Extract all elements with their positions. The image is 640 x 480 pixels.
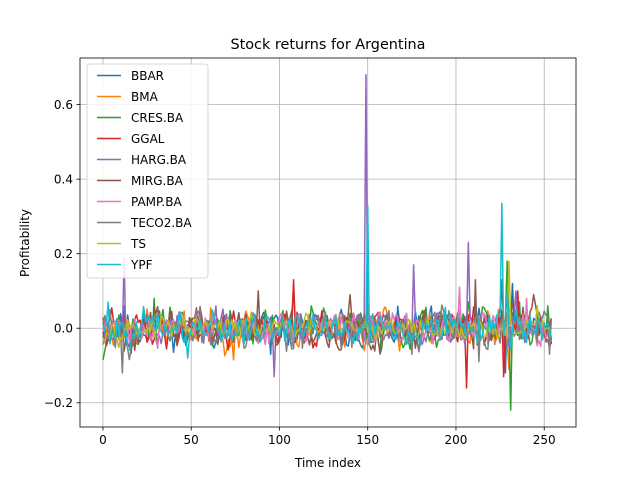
legend-label: YPF <box>130 258 153 272</box>
legend-items: BBAR BMA CRES.BA GGAL HARG.BA MIRG.BA PAMP.BA T… <box>97 69 192 272</box>
y-tick-label: 0.0 <box>54 322 73 336</box>
chart-title: Stock returns for Argentina <box>230 37 425 53</box>
legend-label: TECO2.BA <box>130 216 192 230</box>
legend: BBAR BMA CRES.BA GGAL HARG.BA MIRG.BA PAMP.BA T… <box>86 63 209 279</box>
y-axis-ticks: −0.2 0.0 0.2 0.4 0.6 <box>44 98 80 410</box>
x-tick-label: 150 <box>356 433 379 447</box>
y-tick-label: 0.2 <box>54 247 73 261</box>
legend-label: MIRG.BA <box>131 174 184 188</box>
y-axis-label: Profitability <box>18 209 32 277</box>
series-lines <box>102 74 553 411</box>
y-tick-label: −0.2 <box>44 396 73 410</box>
x-axis-label: Time index <box>294 456 361 470</box>
legend-label: BMA <box>131 90 159 104</box>
y-tick-label: 0.6 <box>54 98 73 112</box>
x-tick-label: 50 <box>184 433 199 447</box>
x-tick-label: 100 <box>268 433 291 447</box>
legend-label: GGAL <box>131 132 165 146</box>
legend-label: BBAR <box>131 69 164 83</box>
legend-label: HARG.BA <box>131 153 187 167</box>
x-tick-label: 200 <box>445 433 468 447</box>
x-axis-ticks: 0 50 100 150 200 250 <box>99 427 556 447</box>
series-line-ypf <box>102 202 553 359</box>
series-line-mirg-ba <box>102 279 553 355</box>
x-tick-label: 250 <box>533 433 556 447</box>
legend-label: TS <box>130 237 146 251</box>
x-tick-label: 0 <box>99 433 107 447</box>
legend-label: PAMP.BA <box>131 195 182 209</box>
legend-label: CRES.BA <box>131 111 184 125</box>
plot-frame <box>79 57 577 428</box>
y-tick-label: 0.4 <box>54 172 73 186</box>
